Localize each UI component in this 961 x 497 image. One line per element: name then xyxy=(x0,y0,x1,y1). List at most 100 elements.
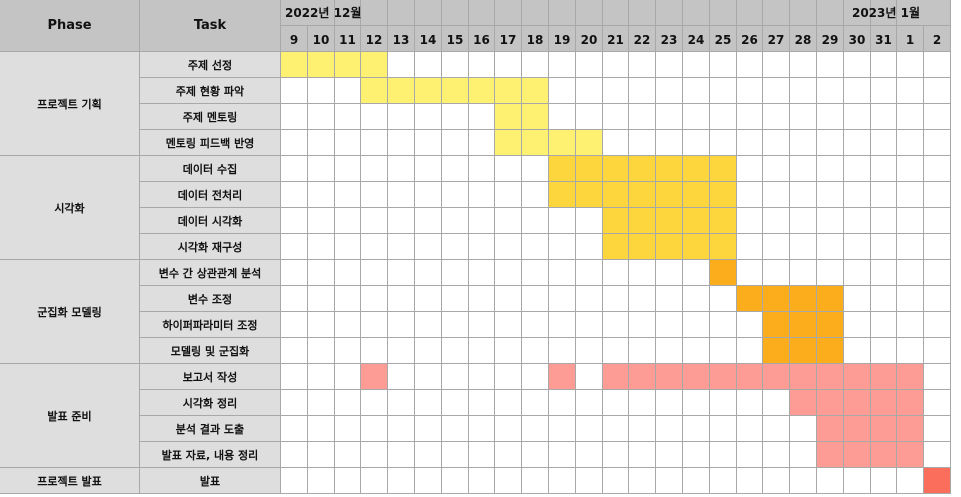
grid-cell xyxy=(629,416,656,442)
grid-cell xyxy=(871,286,897,312)
schedule-bar-cell xyxy=(790,338,817,364)
grid-cell xyxy=(737,78,763,104)
grid-cell xyxy=(656,390,683,416)
schedule-bar-cell xyxy=(710,260,737,286)
grid-cell xyxy=(281,364,308,390)
day-header-cell: 17 xyxy=(495,26,522,52)
grid-cell xyxy=(281,312,308,338)
grid-cell xyxy=(576,234,603,260)
grid-cell xyxy=(388,468,415,494)
grid-cell xyxy=(710,52,737,78)
grid-cell xyxy=(844,286,871,312)
grid-cell xyxy=(335,234,361,260)
grid-cell xyxy=(790,130,817,156)
grid-cell xyxy=(442,312,469,338)
grid-cell xyxy=(924,156,951,182)
grid-cell xyxy=(388,416,415,442)
task-label: 시각화 정리 xyxy=(182,396,238,410)
schedule-bar-cell xyxy=(871,416,897,442)
grid-cell xyxy=(871,52,897,78)
grid-cell xyxy=(442,234,469,260)
grid-cell xyxy=(683,312,710,338)
day-label: 13 xyxy=(392,33,410,47)
schedule-bar-cell xyxy=(629,208,656,234)
schedule-bar-cell xyxy=(844,364,871,390)
grid-cell xyxy=(361,312,388,338)
grid-cell xyxy=(710,104,737,130)
phase-cell: 시각화 xyxy=(0,156,140,260)
schedule-bar-cell xyxy=(469,78,495,104)
grid-cell xyxy=(683,442,710,468)
grid-cell xyxy=(361,130,388,156)
grid-cell xyxy=(629,104,656,130)
phase-column-header: Phase xyxy=(0,0,140,52)
schedule-bar-cell xyxy=(817,416,844,442)
phase-header-label: Phase xyxy=(47,18,92,33)
month-label: 2023년 1월 xyxy=(851,6,920,20)
grid-cell xyxy=(737,416,763,442)
grid-cell xyxy=(415,208,442,234)
grid-cell xyxy=(281,338,308,364)
grid-cell xyxy=(763,156,790,182)
schedule-bar-cell xyxy=(790,390,817,416)
grid-cell xyxy=(522,156,549,182)
task-cell: 주제 현황 파악 xyxy=(140,78,281,104)
grid-cell xyxy=(308,468,335,494)
grid-cell xyxy=(897,468,924,494)
grid-cell xyxy=(817,156,844,182)
grid-cell xyxy=(442,390,469,416)
grid-cell xyxy=(549,52,576,78)
grid-cell xyxy=(388,130,415,156)
grid-cell xyxy=(522,234,549,260)
schedule-bar-cell xyxy=(844,390,871,416)
month-header-cell xyxy=(335,0,361,26)
grid-cell xyxy=(844,104,871,130)
grid-cell xyxy=(897,78,924,104)
grid-cell xyxy=(817,260,844,286)
grid-cell xyxy=(817,78,844,104)
grid-cell xyxy=(361,182,388,208)
grid-cell xyxy=(924,416,951,442)
grid-cell xyxy=(469,364,495,390)
grid-cell xyxy=(737,260,763,286)
grid-cell xyxy=(871,338,897,364)
grid-cell xyxy=(415,390,442,416)
grid-cell xyxy=(335,416,361,442)
day-header-cell: 16 xyxy=(469,26,495,52)
grid-cell xyxy=(924,208,951,234)
schedule-bar-cell xyxy=(549,130,576,156)
grid-cell xyxy=(603,260,629,286)
schedule-bar-cell xyxy=(335,52,361,78)
task-label: 분석 결과 도출 xyxy=(175,422,245,436)
grid-cell xyxy=(576,78,603,104)
grid-cell xyxy=(308,260,335,286)
grid-cell xyxy=(335,130,361,156)
schedule-bar-cell xyxy=(683,156,710,182)
grid-cell xyxy=(308,312,335,338)
grid-cell xyxy=(549,312,576,338)
grid-cell xyxy=(737,338,763,364)
day-header-cell: 18 xyxy=(522,26,549,52)
task-cell: 발표 자료, 내용 정리 xyxy=(140,442,281,468)
grid-cell xyxy=(817,52,844,78)
day-header-cell: 28 xyxy=(790,26,817,52)
schedule-bar-cell xyxy=(415,78,442,104)
day-label: 12 xyxy=(365,33,383,47)
month-header-cell xyxy=(871,0,897,26)
month-header-cell xyxy=(790,0,817,26)
grid-cell xyxy=(361,468,388,494)
grid-cell xyxy=(469,312,495,338)
grid-cell xyxy=(576,260,603,286)
grid-cell xyxy=(576,208,603,234)
grid-cell xyxy=(335,364,361,390)
schedule-bar-cell xyxy=(603,156,629,182)
month-header-cell xyxy=(549,0,576,26)
grid-cell xyxy=(897,208,924,234)
grid-cell xyxy=(361,338,388,364)
task-cell: 멘토링 피드백 반영 xyxy=(140,130,281,156)
grid-cell xyxy=(281,130,308,156)
grid-cell xyxy=(737,208,763,234)
grid-cell xyxy=(790,182,817,208)
grid-cell xyxy=(924,286,951,312)
grid-cell xyxy=(388,390,415,416)
